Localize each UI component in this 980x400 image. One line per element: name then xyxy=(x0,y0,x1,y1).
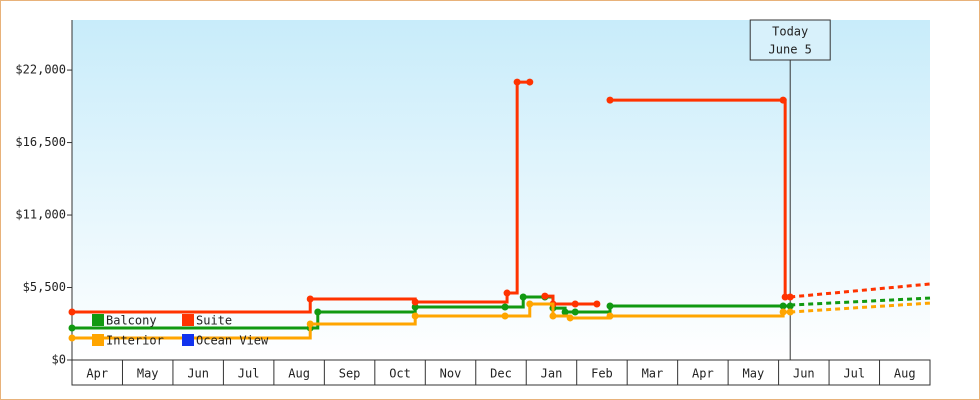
point xyxy=(306,320,314,328)
point xyxy=(549,312,557,320)
point xyxy=(781,293,789,301)
x-tick-label: Jan xyxy=(541,367,563,381)
y-tick-label: $11,000 xyxy=(15,208,66,222)
legend-label: Balcony xyxy=(106,314,157,328)
y-tick-label: $5,500 xyxy=(23,280,66,294)
x-tick-label: Feb xyxy=(591,367,613,381)
x-tick-label: Dec xyxy=(490,367,512,381)
legend-swatch xyxy=(92,334,104,346)
point xyxy=(314,308,322,316)
point xyxy=(306,295,314,303)
point xyxy=(503,289,511,297)
point xyxy=(526,300,534,308)
point xyxy=(606,302,614,310)
point xyxy=(593,300,601,308)
point xyxy=(411,312,419,320)
point xyxy=(411,298,419,306)
x-tick-label: Jul xyxy=(843,367,865,381)
x-tick-label: Jul xyxy=(238,367,260,381)
legend-label: Suite xyxy=(196,314,232,328)
point xyxy=(606,96,614,104)
point xyxy=(561,308,569,316)
point xyxy=(513,78,521,86)
point xyxy=(566,314,574,322)
x-axis-box xyxy=(71,359,931,386)
legend-swatch xyxy=(182,334,194,346)
x-tick-label: Apr xyxy=(692,367,714,381)
y-tick-label: $16,500 xyxy=(15,135,66,149)
point xyxy=(501,312,509,320)
today-label: Today xyxy=(772,25,808,39)
x-tick-label: Aug xyxy=(894,367,916,381)
legend-swatch xyxy=(92,314,104,326)
forecast-line xyxy=(790,282,931,299)
x-tick-label: Sep xyxy=(339,367,361,381)
x-tick-label: May xyxy=(137,367,159,381)
point xyxy=(779,308,787,316)
x-tick-label: Nov xyxy=(440,367,462,381)
x-tick-label: Oct xyxy=(389,367,411,381)
point xyxy=(68,324,76,332)
point xyxy=(779,96,787,104)
point xyxy=(68,308,76,316)
point xyxy=(519,293,527,301)
point xyxy=(68,334,76,342)
legend-label: Ocean View xyxy=(196,334,269,348)
x-tick-label: Jun xyxy=(187,367,209,381)
x-tick-label: Mar xyxy=(642,367,664,381)
legend-label: Interior xyxy=(106,334,164,348)
today-box xyxy=(749,19,831,61)
x-tick-label: Jun xyxy=(793,367,815,381)
point xyxy=(411,303,419,311)
point xyxy=(526,78,534,86)
today-label: June 5 xyxy=(769,43,812,57)
series-line xyxy=(72,80,530,314)
x-tick-label: Apr xyxy=(86,367,108,381)
point xyxy=(501,303,509,311)
y-tick-label: $0 xyxy=(52,353,66,367)
point xyxy=(571,300,579,308)
y-tick-label: $22,000 xyxy=(15,63,66,77)
plot-area xyxy=(72,20,930,360)
point xyxy=(571,308,579,316)
point xyxy=(779,302,787,310)
point xyxy=(541,292,549,300)
point xyxy=(606,312,614,320)
x-tick-label: Aug xyxy=(288,367,310,381)
legend-swatch xyxy=(182,314,194,326)
series-line xyxy=(72,302,791,340)
x-tick-label: May xyxy=(743,367,765,381)
